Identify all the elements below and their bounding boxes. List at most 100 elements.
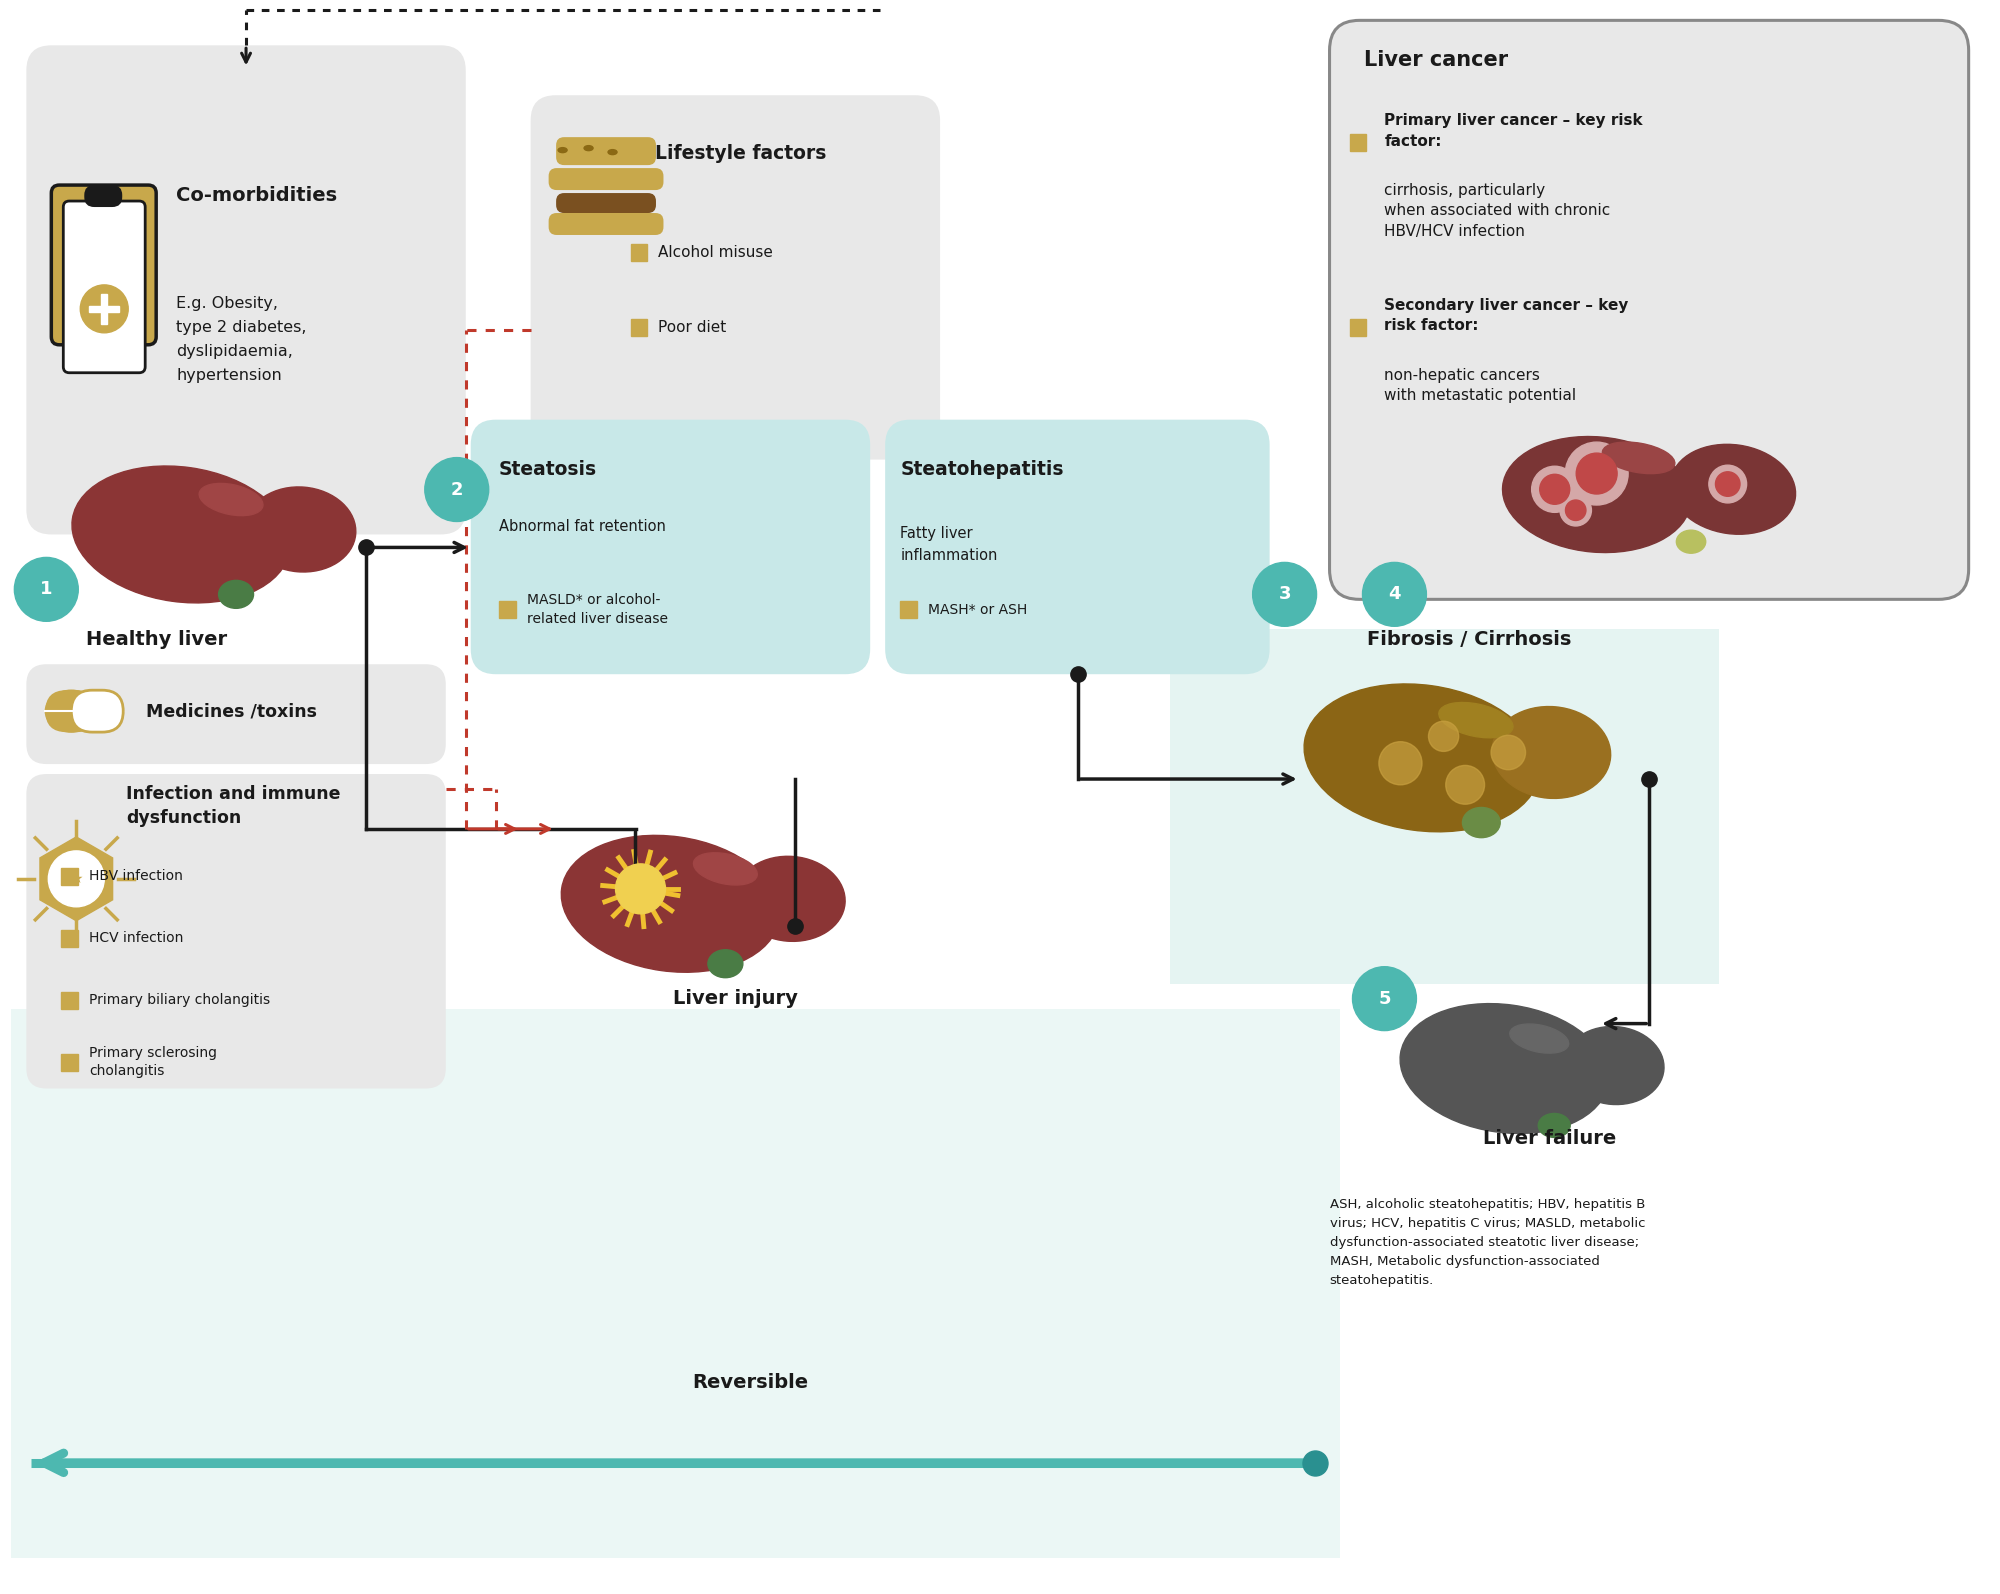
Text: cirrhosis, particularly
when associated with chronic
HBV/HCV infection: cirrhosis, particularly when associated …: [1384, 183, 1610, 239]
Text: HBV infection: HBV infection: [90, 869, 184, 883]
Bar: [900, 601, 918, 618]
Circle shape: [1566, 501, 1586, 521]
Bar: [498, 601, 516, 618]
FancyBboxPatch shape: [64, 201, 146, 373]
Ellipse shape: [72, 465, 290, 603]
Circle shape: [14, 558, 78, 622]
Text: 2: 2: [450, 480, 464, 499]
Bar: [630, 319, 648, 336]
FancyBboxPatch shape: [548, 167, 664, 190]
Ellipse shape: [584, 145, 594, 150]
FancyBboxPatch shape: [26, 665, 446, 764]
FancyBboxPatch shape: [52, 185, 156, 344]
FancyBboxPatch shape: [886, 419, 1270, 674]
Text: HCV infection: HCV infection: [90, 931, 184, 945]
Text: Steatohepatitis: Steatohepatitis: [900, 461, 1064, 480]
Circle shape: [424, 457, 488, 521]
Circle shape: [1540, 475, 1570, 504]
FancyBboxPatch shape: [530, 96, 940, 459]
Text: Fatty liver
inflammation: Fatty liver inflammation: [900, 526, 998, 563]
Ellipse shape: [200, 483, 262, 515]
Ellipse shape: [562, 835, 780, 972]
Text: E.g. Obesity,
type 2 diabetes,
dyslipidaemia,
hypertension: E.g. Obesity, type 2 diabetes, dyslipida…: [176, 296, 306, 383]
FancyBboxPatch shape: [12, 1009, 1340, 1557]
Ellipse shape: [558, 148, 568, 153]
Ellipse shape: [1502, 437, 1690, 553]
Text: Primary sclerosing
cholangitis: Primary sclerosing cholangitis: [90, 1046, 218, 1078]
Text: Healthy liver: Healthy liver: [86, 630, 226, 649]
Text: Lifestyle factors: Lifestyle factors: [656, 143, 826, 163]
Text: Fibrosis / Cirrhosis: Fibrosis / Cirrhosis: [1368, 630, 1572, 649]
FancyBboxPatch shape: [470, 419, 870, 674]
Circle shape: [616, 864, 666, 913]
Text: Liver cancer: Liver cancer: [1364, 51, 1508, 70]
Ellipse shape: [1462, 808, 1500, 838]
Text: Abnormal fat retention: Abnormal fat retention: [498, 520, 666, 534]
Text: Reversible: Reversible: [692, 1374, 808, 1393]
Bar: [62, 867, 78, 885]
Ellipse shape: [1538, 1114, 1570, 1138]
Ellipse shape: [1304, 684, 1540, 832]
Text: MASLD* or alcohol-
related liver disease: MASLD* or alcohol- related liver disease: [526, 593, 668, 626]
Bar: [1350, 319, 1366, 336]
Ellipse shape: [694, 853, 758, 885]
Circle shape: [1252, 563, 1316, 626]
Ellipse shape: [1564, 1027, 1664, 1105]
Text: Primary biliary cholangitis: Primary biliary cholangitis: [90, 993, 270, 1007]
Ellipse shape: [1438, 703, 1514, 738]
Text: Primary liver cancer – key risk
factor:: Primary liver cancer – key risk factor:: [1384, 113, 1644, 148]
Ellipse shape: [46, 690, 98, 732]
FancyBboxPatch shape: [84, 185, 122, 207]
Circle shape: [1446, 765, 1484, 805]
FancyBboxPatch shape: [1170, 630, 1720, 983]
Circle shape: [1362, 563, 1426, 626]
Ellipse shape: [1492, 706, 1610, 799]
Text: non-hepatic cancers
with metastatic potential: non-hepatic cancers with metastatic pote…: [1384, 368, 1576, 403]
Text: ASH, alcoholic steatohepatitis; HBV, hepatitis B
virus; HCV, hepatitis C virus; : ASH, alcoholic steatohepatitis; HBV, hep…: [1330, 1199, 1646, 1288]
Ellipse shape: [608, 150, 618, 155]
Bar: [62, 929, 78, 947]
Bar: [62, 1054, 78, 1071]
Circle shape: [1532, 465, 1578, 512]
FancyBboxPatch shape: [556, 137, 656, 166]
Ellipse shape: [218, 580, 254, 609]
Circle shape: [1428, 720, 1458, 751]
FancyBboxPatch shape: [548, 214, 664, 234]
Text: Liver failure: Liver failure: [1482, 1129, 1616, 1148]
Bar: [90, 306, 120, 312]
Text: 5: 5: [1378, 990, 1390, 1007]
Text: Secondary liver cancer – key
risk factor:: Secondary liver cancer – key risk factor…: [1384, 298, 1628, 333]
FancyBboxPatch shape: [1330, 21, 1968, 599]
FancyBboxPatch shape: [72, 690, 124, 732]
Text: 1: 1: [40, 580, 52, 598]
Bar: [1350, 134, 1366, 151]
Ellipse shape: [246, 486, 356, 572]
Ellipse shape: [1670, 445, 1796, 534]
Text: MASH* or ASH: MASH* or ASH: [928, 603, 1028, 617]
Circle shape: [1352, 966, 1416, 1031]
Circle shape: [48, 851, 104, 907]
Ellipse shape: [708, 950, 742, 977]
Bar: [62, 991, 78, 1009]
FancyBboxPatch shape: [26, 45, 466, 534]
Text: 3: 3: [1278, 585, 1290, 604]
Text: Poor diet: Poor diet: [658, 320, 726, 335]
Text: Steatosis: Steatosis: [498, 461, 596, 480]
Text: 4: 4: [1388, 585, 1400, 604]
Circle shape: [80, 285, 128, 333]
Circle shape: [1716, 472, 1740, 496]
FancyBboxPatch shape: [556, 193, 656, 214]
FancyBboxPatch shape: [46, 690, 98, 732]
Ellipse shape: [736, 856, 846, 942]
Text: Liver injury: Liver injury: [672, 990, 798, 1007]
Bar: [630, 244, 648, 261]
Circle shape: [1576, 453, 1618, 494]
Text: Alcohol misuse: Alcohol misuse: [658, 245, 774, 260]
Text: Co-morbidities: Co-morbidities: [176, 185, 338, 204]
Text: Medicines /toxins: Medicines /toxins: [146, 701, 318, 720]
Circle shape: [1708, 465, 1746, 504]
Bar: [102, 293, 108, 324]
Ellipse shape: [1400, 1004, 1608, 1133]
Ellipse shape: [1676, 531, 1706, 553]
Circle shape: [1566, 442, 1628, 505]
